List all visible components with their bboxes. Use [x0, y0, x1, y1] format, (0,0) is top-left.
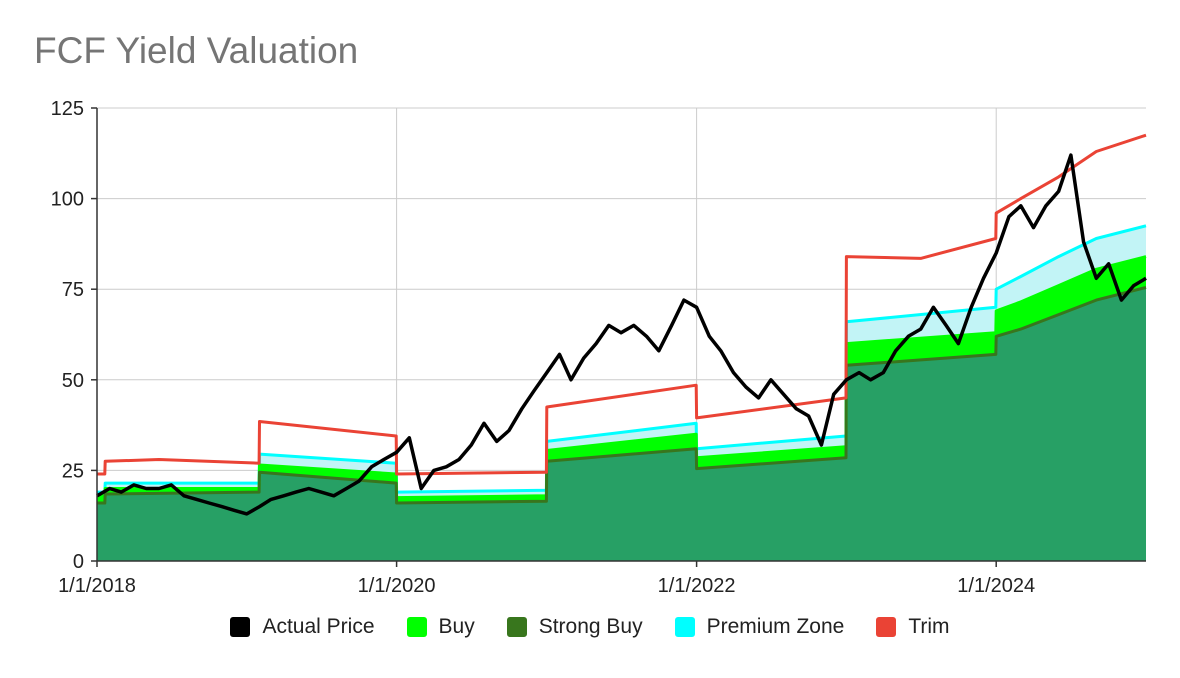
- chart-legend: Actual Price Buy Strong Buy Premium Zone…: [0, 615, 1180, 639]
- legend-item-trim[interactable]: Trim: [876, 615, 950, 639]
- legend-swatch: [506, 617, 527, 637]
- y-tick-label: 100: [51, 189, 84, 211]
- legend-swatch: [230, 617, 251, 637]
- trim-line: [97, 133, 1147, 476]
- legend-swatch: [406, 617, 427, 637]
- x-tick-label: 1/1/2020: [358, 575, 436, 597]
- strong-buy-line: [97, 285, 1147, 505]
- actual-price-line: [96, 153, 1147, 516]
- y-tick-label: 125: [51, 98, 84, 120]
- legend-swatch: [876, 617, 897, 637]
- x-tick-label: 1/1/2024: [957, 575, 1035, 597]
- legend-item-buy[interactable]: Buy: [406, 615, 475, 639]
- legend-label: Trim: [908, 615, 950, 638]
- legend-item-premium-zone[interactable]: Premium Zone: [674, 615, 845, 639]
- legend-item-actual-price[interactable]: Actual Price: [230, 615, 375, 639]
- legend-item-strong-buy[interactable]: Strong Buy: [506, 615, 643, 639]
- y-tick-label: 0: [73, 551, 84, 573]
- legend-label: Premium Zone: [706, 615, 845, 638]
- y-tick-label: 50: [62, 370, 84, 392]
- y-tick-label: 75: [62, 279, 84, 301]
- x-tick-label: 1/1/2022: [658, 575, 736, 597]
- chart-axes: 0 25 50 75 100 125 1/1/2018 1/1/2020 1/1/2022 1/1…: [51, 98, 1146, 597]
- legend-label: Buy: [438, 615, 475, 638]
- legend-label: Strong Buy: [538, 615, 643, 638]
- legend-label: Actual Price: [262, 615, 375, 638]
- y-tick-label: 25: [62, 460, 84, 482]
- chart-title: FCF Yield Valuation: [34, 30, 359, 71]
- chart-lines: [96, 133, 1147, 516]
- x-tick-label: 1/1/2018: [58, 575, 136, 597]
- legend-swatch: [674, 617, 695, 637]
- strong-buy-area: [97, 287, 1146, 561]
